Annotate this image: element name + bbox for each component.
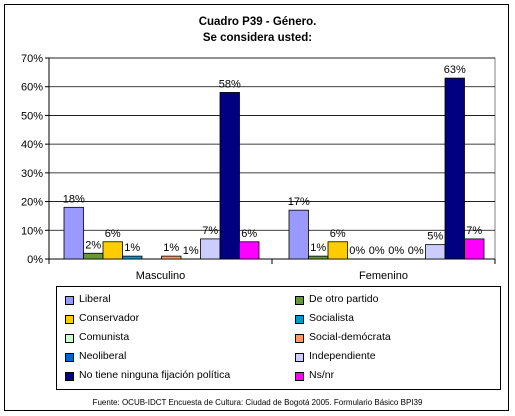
y-tick-label: 50% bbox=[21, 110, 43, 122]
data-label: 0% bbox=[349, 245, 365, 257]
bar bbox=[161, 255, 182, 260]
legend-swatch bbox=[295, 372, 304, 381]
data-label: 6% bbox=[241, 228, 257, 240]
legend-swatch bbox=[295, 296, 304, 305]
legend-swatch bbox=[295, 334, 304, 343]
legend-label: Independiente bbox=[309, 350, 376, 362]
data-label: 63% bbox=[444, 64, 466, 76]
bar bbox=[288, 209, 309, 260]
legend-label: Liberal bbox=[79, 293, 111, 305]
data-label: 18% bbox=[63, 193, 85, 205]
legend: Liberal De otro partido Conservador Sociali… bbox=[56, 286, 501, 390]
legend-swatch bbox=[65, 296, 74, 305]
y-tick-label: 20% bbox=[21, 197, 43, 209]
data-label: 2% bbox=[85, 239, 101, 251]
data-label: 7% bbox=[202, 225, 218, 237]
legend-label: Conservador bbox=[79, 312, 140, 324]
data-label: 0% bbox=[388, 245, 404, 257]
y-tick-label: 40% bbox=[21, 139, 43, 151]
legend-swatch bbox=[65, 315, 74, 324]
bar bbox=[122, 255, 143, 260]
chart-subtitle: Se considera usted: bbox=[202, 32, 313, 44]
data-label: 17% bbox=[288, 196, 310, 208]
data-label: 5% bbox=[427, 231, 443, 243]
legend-label: Comunista bbox=[79, 331, 130, 343]
data-label: 1% bbox=[163, 242, 179, 254]
bar bbox=[327, 241, 348, 260]
legend-swatch bbox=[295, 315, 304, 324]
bar bbox=[464, 238, 485, 260]
chart-title: Cuadro P39 - Género. bbox=[198, 16, 317, 28]
bar bbox=[63, 206, 84, 260]
bar bbox=[425, 244, 446, 260]
bar bbox=[102, 241, 123, 260]
data-label: 0% bbox=[369, 245, 385, 257]
bar bbox=[219, 92, 240, 260]
legend-swatch bbox=[65, 353, 74, 362]
data-label: 6% bbox=[105, 228, 121, 240]
bar bbox=[200, 238, 221, 260]
data-label: 1% bbox=[183, 245, 199, 257]
data-label: 6% bbox=[330, 228, 346, 240]
data-label: 1% bbox=[124, 242, 140, 254]
y-tick-label: 10% bbox=[21, 225, 43, 237]
data-label: 7% bbox=[466, 225, 482, 237]
bar bbox=[239, 241, 260, 260]
y-tick-label: 70% bbox=[21, 53, 43, 65]
data-label: 0% bbox=[408, 245, 424, 257]
footnote: Fuente: OCUB-IDCT Encuesta de Cultura: C… bbox=[92, 398, 423, 407]
legend-label: De otro partido bbox=[309, 293, 379, 305]
legend-label: Social-demócrata bbox=[309, 331, 391, 343]
data-label: 1% bbox=[310, 242, 326, 254]
legend-label: Ns/nr bbox=[309, 369, 335, 381]
x-tick-label: Femenino bbox=[359, 270, 408, 282]
plot-background bbox=[48, 57, 496, 260]
y-tick-label: 0% bbox=[27, 254, 43, 266]
bar bbox=[83, 252, 104, 260]
legend-label: Neoliberal bbox=[79, 350, 127, 362]
legend-label: No tiene ninguna fijación política bbox=[79, 369, 231, 381]
bar bbox=[308, 255, 329, 260]
data-label: 58% bbox=[219, 78, 241, 90]
bar bbox=[444, 77, 465, 260]
x-tick-label: Masculino bbox=[136, 270, 186, 282]
y-tick-label: 30% bbox=[21, 168, 43, 180]
legend-swatch bbox=[65, 372, 74, 381]
legend-swatch bbox=[295, 353, 304, 362]
legend-swatch bbox=[65, 334, 74, 343]
y-tick-label: 60% bbox=[21, 82, 43, 94]
legend-label: Socialista bbox=[309, 312, 354, 324]
